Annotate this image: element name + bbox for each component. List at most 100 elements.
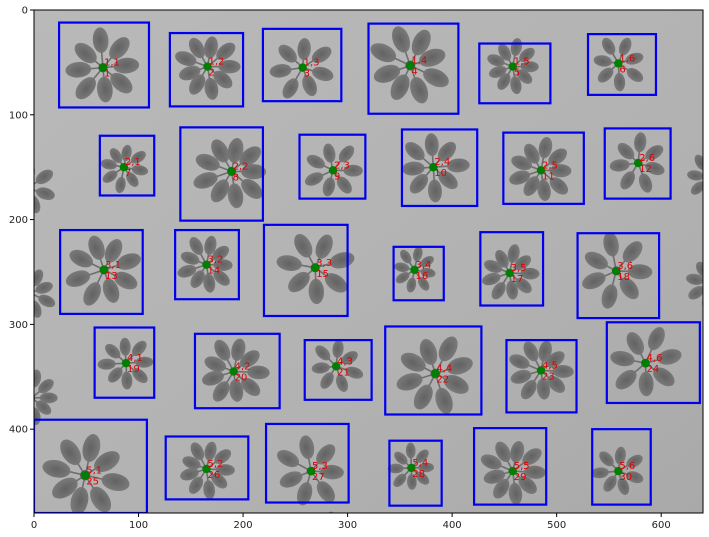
leaf [609, 159, 630, 172]
leaf [131, 151, 146, 164]
leaf [105, 343, 121, 359]
plant-centroid-marker [203, 62, 212, 71]
plant-grid-label: 4,1 [127, 353, 143, 364]
leaf [204, 356, 227, 372]
leaf [498, 43, 512, 61]
leaf [520, 267, 540, 280]
plant-centroid-marker [410, 265, 419, 275]
leaf [113, 57, 140, 74]
leaf [400, 249, 412, 264]
leaf [415, 471, 430, 485]
leaf [390, 74, 410, 101]
leaf [614, 446, 626, 465]
leaf [396, 373, 423, 391]
leaf [88, 235, 105, 260]
leaf [617, 142, 635, 160]
leaf [104, 239, 123, 263]
plant-index-label: 15 [316, 269, 329, 280]
x-axis: 0 100 200 300 400 500 600 [31, 513, 671, 531]
plant-grid-label: 4,6 [647, 353, 663, 364]
plant-centroid-marker [614, 59, 623, 68]
plant-centroid-marker [429, 162, 438, 172]
leaf [193, 172, 218, 189]
plant-bounding-box [57, 21, 151, 109]
leaf [322, 177, 336, 197]
plant-centroid-marker [81, 471, 90, 480]
leaf [195, 153, 220, 171]
plant-bounding-box [261, 27, 343, 103]
leaf [407, 473, 417, 490]
leaf [323, 143, 336, 163]
plant-rosette [193, 138, 267, 209]
leaf [438, 170, 458, 190]
leaf [97, 358, 116, 370]
plant-grid-label: 3,5 [511, 263, 527, 274]
leaf [100, 159, 117, 170]
edge-plant [34, 369, 58, 426]
plant-index-label: 11 [542, 171, 555, 182]
leaf [395, 271, 410, 284]
leaf [179, 65, 201, 81]
plant-centroid-marker [298, 63, 307, 72]
y-tick-label: 200 [9, 215, 28, 226]
plant-index-label: 19 [127, 364, 140, 375]
leaf [509, 354, 530, 369]
leaf [480, 454, 502, 470]
plant-grid-label: 2,5 [542, 160, 558, 171]
plant-bounding-box [168, 31, 245, 108]
plant-bounding-box [392, 245, 445, 302]
plant-bounding-box [262, 223, 349, 318]
leaf [510, 369, 532, 384]
leaf [411, 29, 431, 56]
leaf [204, 235, 217, 255]
leaf [694, 154, 703, 170]
leaf [315, 234, 333, 259]
leaf [218, 59, 241, 74]
plant-centroid-marker [612, 266, 621, 276]
plant-bounding-box [264, 422, 350, 504]
leaf [622, 241, 643, 263]
leaf [180, 468, 199, 481]
plant-bounding-box [603, 127, 672, 200]
leaf [324, 273, 348, 293]
plant-centroid-marker [202, 464, 211, 474]
leaf [438, 336, 458, 362]
leaf [116, 253, 141, 270]
leaf [419, 48, 446, 67]
leaf [626, 332, 644, 355]
leaf [299, 435, 315, 460]
leaf [446, 357, 473, 375]
leaf [92, 27, 109, 54]
plant-index-label: 6 [619, 64, 625, 75]
leaf [626, 471, 644, 484]
leaf [97, 76, 113, 103]
leaf [424, 133, 439, 157]
leaf [638, 371, 654, 397]
plant-bounding-box [502, 131, 585, 205]
plant-grid-label: 4,4 [436, 364, 452, 375]
x-tick-label: 600 [652, 520, 671, 531]
leaf [507, 244, 520, 264]
leaf [113, 271, 138, 290]
plant-grid-label: 2,4 [434, 157, 450, 168]
plant-centroid-marker [306, 466, 316, 476]
leaf [488, 65, 507, 78]
leaf [510, 441, 525, 463]
edge-plant [34, 269, 56, 318]
leaf [210, 179, 230, 203]
plant-rosette [509, 136, 572, 202]
plant-grid-label: 5,6 [619, 461, 635, 472]
leaf [52, 477, 78, 499]
plant-centroid-marker [227, 167, 236, 176]
leaf [304, 172, 324, 186]
leaf [373, 64, 401, 83]
leaf [190, 270, 205, 288]
leaf [657, 349, 682, 365]
leaf [211, 472, 228, 489]
x-tick-label: 100 [129, 520, 148, 531]
plant-centroid-marker [119, 162, 129, 172]
leaf [602, 37, 616, 55]
leaf [109, 37, 130, 60]
leaf [311, 46, 332, 64]
leaf [690, 181, 703, 195]
